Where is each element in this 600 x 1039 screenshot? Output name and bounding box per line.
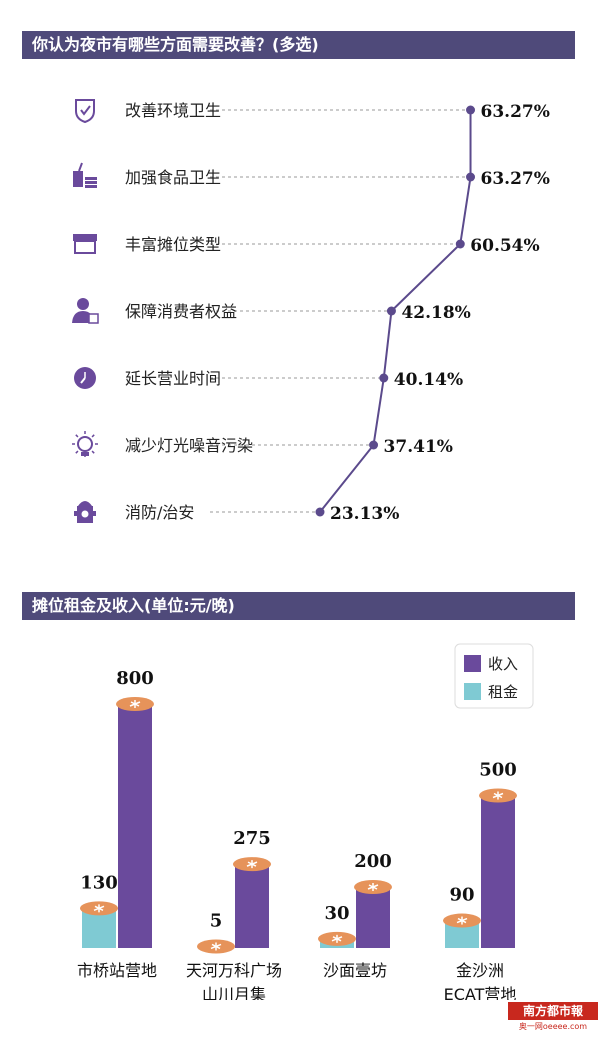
coin-marker xyxy=(116,697,154,711)
income-value-label: 500 xyxy=(479,760,517,781)
income-bar xyxy=(356,887,390,948)
coin-marker xyxy=(354,880,392,894)
data-point xyxy=(466,172,476,182)
category-label: 延长营业时间 xyxy=(125,369,221,388)
legend-swatch xyxy=(464,683,481,700)
rent-value-label: 5 xyxy=(210,910,223,931)
category-label: 市桥站营地 xyxy=(77,961,157,980)
value-label: 37.41% xyxy=(384,437,453,457)
clock-icon xyxy=(74,367,96,389)
category-label: 消防/治安 xyxy=(125,503,194,522)
category-label: 改善环境卫生 xyxy=(125,101,221,120)
income-value-label: 800 xyxy=(116,668,154,689)
coin-marker xyxy=(479,788,517,803)
light-bulb-icon xyxy=(72,431,98,457)
data-point xyxy=(379,373,389,383)
rent-value-label: 90 xyxy=(449,885,474,906)
coin-marker xyxy=(197,939,235,954)
coin-marker xyxy=(443,913,481,928)
income-value-label: 275 xyxy=(233,828,271,849)
legend-label: 租金 xyxy=(488,683,518,701)
food-cup-icon xyxy=(73,162,97,188)
newspaper-logo: 南方都市報 奥一网oeeee.com xyxy=(508,1002,598,1036)
category-label: 沙面壹坊 xyxy=(323,961,387,980)
data-point xyxy=(466,105,476,115)
logo-brand: 南方都市報 xyxy=(508,1002,598,1020)
legend-swatch xyxy=(464,655,481,672)
data-point xyxy=(315,507,325,517)
stall-awning-icon xyxy=(73,234,97,254)
survey-section-header: 你认为夜市有哪些方面需要改善？(多选) xyxy=(22,31,575,59)
data-point xyxy=(386,306,396,316)
income-bar xyxy=(481,795,515,948)
category-label: 天河万科广场 xyxy=(186,961,282,980)
fire-hydrant-icon xyxy=(74,501,96,523)
person-badge-icon xyxy=(72,298,99,324)
income-bar xyxy=(118,704,152,948)
value-label: 60.54% xyxy=(470,236,539,256)
shield-check-icon xyxy=(75,99,95,124)
rent-value-label: 30 xyxy=(324,903,349,924)
rent-value-label: 130 xyxy=(80,872,118,893)
category-label: 金沙洲 xyxy=(456,961,504,980)
category-label: 丰富摊位类型 xyxy=(125,235,221,254)
value-label: 42.18% xyxy=(401,303,470,323)
coin-marker xyxy=(318,931,356,946)
data-point xyxy=(455,239,465,249)
value-label: 40.14% xyxy=(394,370,463,390)
legend-label: 收入 xyxy=(488,655,518,673)
coin-marker xyxy=(233,857,271,872)
coin-marker xyxy=(80,901,118,916)
category-label: 山川月集 xyxy=(202,985,266,1000)
value-label: 63.27% xyxy=(481,102,550,122)
income-value-label: 200 xyxy=(354,851,392,872)
value-label: 63.27% xyxy=(481,169,550,189)
category-label: ECAT营地 xyxy=(444,985,517,1000)
improvement-survey-chart: 改善环境卫生加强食品卫生丰富摊位类型保障消费者权益延长营业时间减少灯光噪音污染消… xyxy=(72,99,550,524)
logo-sub: 奥一网oeeee.com xyxy=(518,1022,588,1031)
income-bar xyxy=(235,864,269,948)
category-label: 加强食品卫生 xyxy=(125,168,221,187)
rent-income-section-header: 摊位租金及收入(单位:元/晚) xyxy=(22,592,575,620)
category-label: 保障消费者权益 xyxy=(125,302,237,321)
value-label: 23.13% xyxy=(330,504,399,524)
category-label: 减少灯光噪音污染 xyxy=(125,436,253,455)
data-point xyxy=(369,440,379,450)
